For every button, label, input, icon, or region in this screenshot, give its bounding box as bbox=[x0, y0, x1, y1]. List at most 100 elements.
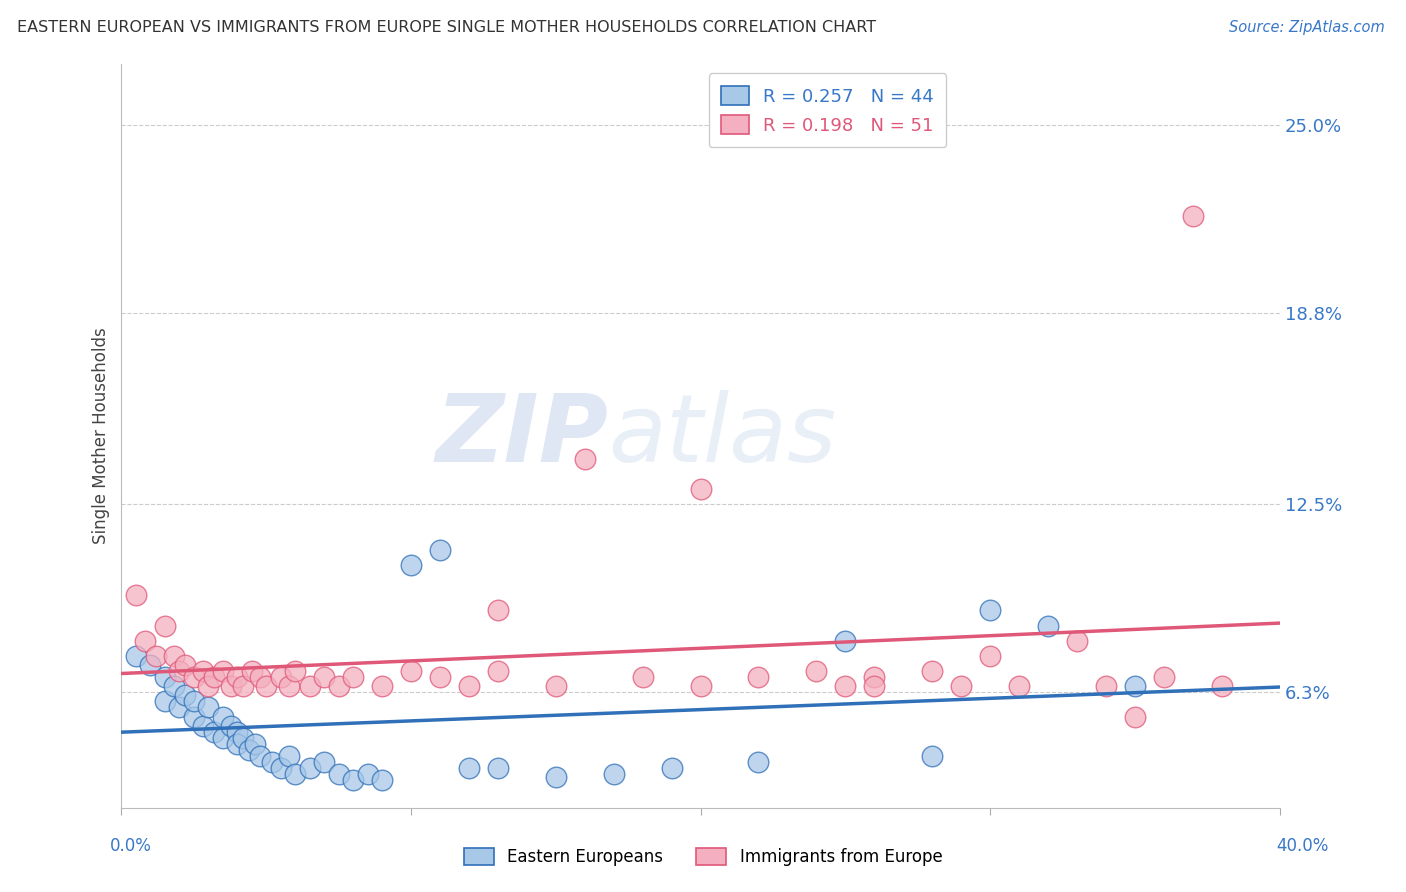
Point bbox=[226, 737, 249, 751]
Point bbox=[1153, 670, 1175, 684]
Point bbox=[689, 482, 711, 496]
Point bbox=[232, 679, 254, 693]
Point bbox=[747, 755, 769, 769]
Legend: Eastern Europeans, Immigrants from Europe: Eastern Europeans, Immigrants from Europ… bbox=[457, 841, 949, 873]
Point bbox=[371, 679, 394, 693]
Point bbox=[169, 664, 191, 678]
Point bbox=[863, 670, 886, 684]
Point bbox=[602, 767, 624, 781]
Point bbox=[174, 657, 197, 672]
Point bbox=[458, 679, 481, 693]
Point bbox=[191, 719, 214, 733]
Point bbox=[979, 603, 1001, 617]
Point bbox=[834, 633, 856, 648]
Point bbox=[689, 679, 711, 693]
Point bbox=[1181, 209, 1204, 223]
Point bbox=[139, 657, 162, 672]
Point bbox=[202, 724, 225, 739]
Point bbox=[284, 664, 307, 678]
Point bbox=[429, 670, 451, 684]
Point bbox=[211, 664, 233, 678]
Y-axis label: Single Mother Households: Single Mother Households bbox=[93, 327, 110, 544]
Point bbox=[174, 689, 197, 703]
Point bbox=[270, 670, 292, 684]
Point bbox=[399, 664, 422, 678]
Text: 0.0%: 0.0% bbox=[110, 837, 152, 855]
Text: 40.0%: 40.0% bbox=[1277, 837, 1329, 855]
Point bbox=[153, 670, 176, 684]
Point bbox=[284, 767, 307, 781]
Point bbox=[979, 648, 1001, 663]
Point bbox=[486, 603, 509, 617]
Point bbox=[254, 679, 277, 693]
Point bbox=[191, 664, 214, 678]
Point bbox=[197, 679, 219, 693]
Point bbox=[249, 749, 271, 764]
Point bbox=[221, 679, 243, 693]
Point bbox=[429, 542, 451, 557]
Point bbox=[574, 451, 596, 466]
Point bbox=[747, 670, 769, 684]
Point bbox=[240, 664, 263, 678]
Point bbox=[631, 670, 654, 684]
Point bbox=[169, 700, 191, 714]
Point bbox=[153, 694, 176, 708]
Point bbox=[486, 761, 509, 775]
Point bbox=[260, 755, 283, 769]
Point bbox=[1123, 709, 1146, 723]
Point bbox=[806, 664, 828, 678]
Point bbox=[342, 773, 364, 788]
Point bbox=[1008, 679, 1031, 693]
Point bbox=[145, 648, 167, 663]
Point bbox=[1095, 679, 1118, 693]
Point bbox=[278, 679, 301, 693]
Point bbox=[328, 679, 350, 693]
Point bbox=[486, 664, 509, 678]
Point bbox=[1211, 679, 1233, 693]
Point bbox=[950, 679, 973, 693]
Point bbox=[162, 679, 184, 693]
Text: Source: ZipAtlas.com: Source: ZipAtlas.com bbox=[1229, 20, 1385, 35]
Point bbox=[1123, 679, 1146, 693]
Point bbox=[921, 664, 943, 678]
Point bbox=[921, 749, 943, 764]
Point bbox=[162, 648, 184, 663]
Point bbox=[278, 749, 301, 764]
Text: EASTERN EUROPEAN VS IMMIGRANTS FROM EUROPE SINGLE MOTHER HOUSEHOLDS CORRELATION : EASTERN EUROPEAN VS IMMIGRANTS FROM EURO… bbox=[17, 20, 876, 35]
Point bbox=[298, 761, 321, 775]
Text: ZIP: ZIP bbox=[434, 390, 607, 482]
Point bbox=[226, 724, 249, 739]
Point bbox=[153, 618, 176, 632]
Point bbox=[183, 670, 205, 684]
Text: atlas: atlas bbox=[607, 391, 837, 482]
Point bbox=[1066, 633, 1088, 648]
Point bbox=[125, 588, 148, 602]
Point bbox=[544, 770, 567, 784]
Point bbox=[314, 670, 336, 684]
Point bbox=[328, 767, 350, 781]
Point bbox=[342, 670, 364, 684]
Point bbox=[458, 761, 481, 775]
Point bbox=[298, 679, 321, 693]
Point bbox=[356, 767, 378, 781]
Point bbox=[544, 679, 567, 693]
Point bbox=[183, 694, 205, 708]
Point bbox=[211, 731, 233, 745]
Point bbox=[202, 670, 225, 684]
Legend: R = 0.257   N = 44, R = 0.198   N = 51: R = 0.257 N = 44, R = 0.198 N = 51 bbox=[709, 73, 946, 147]
Point bbox=[232, 731, 254, 745]
Point bbox=[134, 633, 156, 648]
Point bbox=[238, 743, 260, 757]
Point bbox=[211, 709, 233, 723]
Point bbox=[661, 761, 683, 775]
Point bbox=[226, 670, 249, 684]
Point bbox=[183, 709, 205, 723]
Point bbox=[221, 719, 243, 733]
Point bbox=[371, 773, 394, 788]
Point bbox=[863, 679, 886, 693]
Point bbox=[1036, 618, 1059, 632]
Point bbox=[125, 648, 148, 663]
Point bbox=[399, 558, 422, 572]
Point bbox=[834, 679, 856, 693]
Point bbox=[249, 670, 271, 684]
